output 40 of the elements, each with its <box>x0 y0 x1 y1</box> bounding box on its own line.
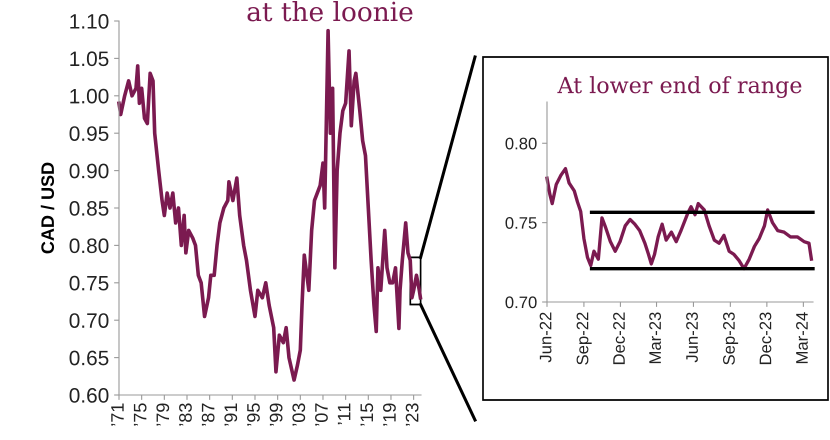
chart-title: At lower end of range <box>557 76 802 98</box>
y-tick-label: 0.65 <box>70 350 108 366</box>
y-tick-label: 0.75 <box>70 276 108 291</box>
x-tick-label: ’83 <box>179 403 192 426</box>
y-tick-label: 1.05 <box>70 51 108 66</box>
y-tick-label: 0.60 <box>70 388 108 403</box>
x-tick-label: Mar-24 <box>796 312 808 364</box>
x-tick-label: ’23 <box>406 403 418 426</box>
x-tick-label: ’19 <box>383 403 396 426</box>
x-tick-label: ’95 <box>247 403 260 426</box>
x-tick-label: Jun-22 <box>540 312 552 362</box>
x-tick-label: ’75 <box>134 403 147 426</box>
y-tick-label: 0.80 <box>70 238 108 254</box>
y-axis-title: CAD / USD <box>40 162 54 254</box>
x-tick-label: Jun-23 <box>686 312 698 362</box>
y-tick-label: 0.80 <box>505 138 537 150</box>
x-tick-label: Dec-22 <box>613 312 625 364</box>
x-tick-label: ’79 <box>156 403 170 426</box>
line-series <box>117 28 422 382</box>
x-tick-label: ’07 <box>315 404 328 426</box>
x-tick-label: Sep-23 <box>723 312 738 365</box>
y-tick-label: 0.75 <box>505 217 537 229</box>
x-tick-label: ’15 <box>360 403 374 426</box>
y-tick-label: 1.10 <box>70 14 108 29</box>
x-tick-label: Sep-22 <box>576 312 592 365</box>
x-tick-label: ’71 <box>111 404 124 426</box>
y-tick-label: 1.00 <box>70 88 108 104</box>
x-tick-label: ’11 <box>338 404 350 424</box>
y-tick-label: 0.85 <box>70 201 108 216</box>
x-tick-label: Mar-23 <box>649 312 662 364</box>
x-tick-label: ’03 <box>292 403 306 426</box>
y-tick-label: 0.95 <box>70 126 108 141</box>
y-tick-label: 0.70 <box>70 313 108 328</box>
x-tick-label: Dec-23 <box>760 312 772 364</box>
y-tick-label: 0.70 <box>505 296 537 308</box>
x-tick-label: ’87 <box>202 404 215 426</box>
x-tick-label: ’91 <box>224 404 238 426</box>
x-tick-label: ’99 <box>270 403 282 426</box>
chart-title: at the loonie <box>248 1 412 22</box>
y-tick-label: 0.90 <box>70 164 108 178</box>
